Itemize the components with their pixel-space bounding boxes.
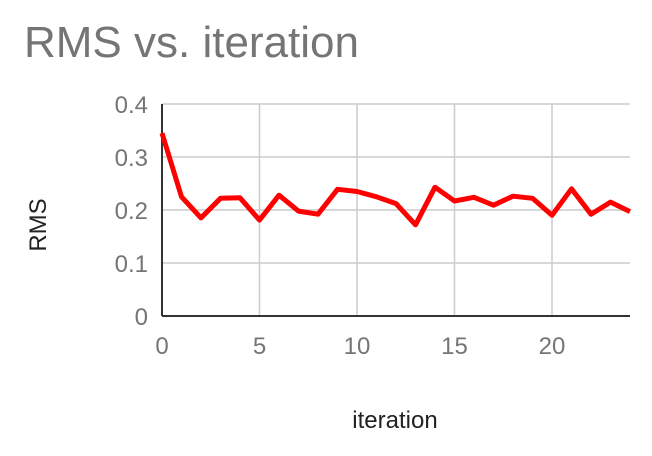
x-axis-title: iteration xyxy=(352,407,437,434)
y-tick-label: 0.1 xyxy=(115,251,148,278)
tick-labels: 0 0.1 0.2 0.3 0.4 0 5 10 15 20 xyxy=(115,92,566,360)
y-tick-label: 0.3 xyxy=(115,145,148,172)
x-tick-label: 20 xyxy=(539,333,566,360)
gridlines xyxy=(162,103,630,316)
x-tick-label: 10 xyxy=(344,333,371,360)
x-tick-label: 5 xyxy=(253,333,266,360)
chart-title: RMS vs. iteration xyxy=(24,18,359,67)
y-axis-title: RMS xyxy=(25,198,52,251)
x-tick-label: 15 xyxy=(441,333,468,360)
series-line xyxy=(159,132,632,228)
y-tick-label: 0 xyxy=(135,304,148,331)
y-tick-label: 0.4 xyxy=(115,92,148,119)
series-layer xyxy=(159,132,632,228)
x-tick-label: 0 xyxy=(155,333,168,360)
y-tick-label: 0.2 xyxy=(115,198,148,225)
